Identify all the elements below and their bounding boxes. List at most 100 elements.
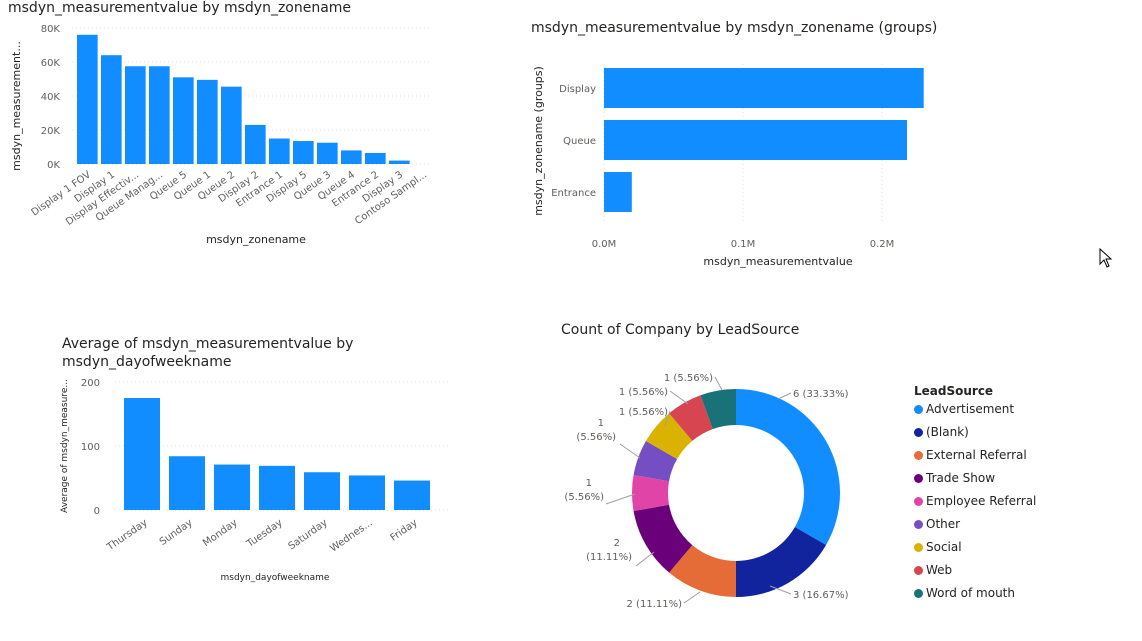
bar [245,124,266,164]
y-tick-label: 20K [41,126,61,137]
bar [394,480,430,510]
y-tick-label: 0K [47,160,60,171]
bar [214,464,250,510]
y-axis-title: Average of msdyn_measure... [60,379,70,513]
chart4-title: Count of Company by LeadSource [561,322,800,338]
chart3-title-line2: msdyn_dayofweekname [62,354,232,370]
leader-line [635,551,655,567]
x-axis-title: msdyn_dayofweekname [221,573,330,583]
dayofweek-bar-chart[interactable]: 0 100 200 Thursday Sunday Monday Tuesday Saturd… [55,372,455,592]
donut-slice [633,441,678,482]
mouse-cursor-icon [1099,248,1113,268]
bar [149,66,170,164]
bar [197,79,218,164]
legend-title: LeadSource [914,384,994,398]
legend-item[interactable]: Trade Show [914,471,995,485]
bar [304,472,340,510]
leader-line [683,591,701,604]
y-tick-label: 60K [41,58,61,69]
bar [365,152,386,164]
legend-item[interactable]: Other [914,517,960,531]
leadsource-donut-chart[interactable]: 6 (33.33%) 3 (16.67%) 2 (11.11%) 2 (11.11%) 1… [560,360,910,620]
bar [317,142,338,164]
legend-item[interactable]: (Blank) [914,425,969,439]
x-tick-label: 0.0M [592,239,617,250]
data-label: (5.56%) [576,432,616,443]
data-label: 1 (5.56%) [619,387,668,398]
donut-slice [633,504,693,573]
legend-label: Web [926,563,953,577]
y-tick-label: Entrance [551,188,596,199]
legend-item[interactable]: Advertisement [914,402,1014,416]
bar [101,55,122,165]
donut-slice [632,474,670,512]
legend-color-dot [914,496,923,506]
legend-color-dot [914,588,923,598]
bar [169,456,205,510]
donut-slice [736,527,827,597]
data-label: 1 [598,418,604,429]
data-label: 2 (11.11%) [627,599,683,610]
legend-color-dot [914,427,923,437]
chart2-title: msdyn_measurementvalue by msdyn_zonename… [531,20,938,36]
bar [604,120,908,160]
x-tick-label: Tuesday [244,517,285,550]
donut-slice [700,389,736,430]
x-tick-label: 0.1M [731,239,756,250]
x-tick-label: Sunday [158,517,195,548]
y-tick-label: 100 [81,442,100,453]
legend-color-dot [914,565,923,575]
donut-slice [645,413,693,459]
legend-color-dot [914,519,923,529]
bar [125,66,146,164]
bar [341,150,362,164]
legend-item[interactable]: Word of mouth [914,586,1015,600]
x-tick-label: Thursday [105,517,150,553]
leader-line [769,585,792,595]
x-tick-label: Friday [389,517,420,543]
data-label: 3 (16.67%) [793,590,849,601]
legend-label: Word of mouth [926,586,1015,600]
bar [77,34,98,164]
chart1-title: msdyn_measurementvalue by msdyn_zonename [8,0,352,16]
bar [173,77,194,164]
legend-item[interactable]: Social [914,540,962,554]
legend-label: Trade Show [926,471,996,485]
legend-color-dot [914,542,923,552]
y-tick-label: 200 [81,378,100,389]
bar [604,68,924,108]
bar [124,398,160,510]
data-label: 2 [614,538,620,549]
legend-label: External Referral [926,448,1027,462]
bar [389,160,410,164]
legend-item[interactable]: Employee Referral [914,494,1036,508]
x-tick-label: Monday [201,517,240,549]
legend-color-dot [914,404,923,414]
y-tick-label: 40K [41,92,61,103]
legend-label: Advertisement [926,402,1015,416]
leader-line [669,390,689,405]
bar [293,141,314,164]
data-label: 1 (5.56%) [619,407,668,418]
data-label: 1 (5.56%) [664,373,713,384]
legend-item[interactable]: Web [914,563,952,577]
x-tick-label: Wednes... [328,517,374,554]
legend-item[interactable]: External Referral [914,448,1027,462]
legend-color-dot [914,473,923,483]
data-label: (11.11%) [586,552,632,563]
data-label: (5.56%) [564,492,604,503]
x-tick-label: 0.2M [870,239,895,250]
zone-group-bar-chart[interactable]: 0.0M 0.1M 0.2M Display Queue Entrance msdyn_zo… [525,44,955,274]
data-label: 6 (33.33%) [793,389,849,400]
legend-color-dot [914,450,923,460]
bar [221,86,242,164]
legend-label: Other [926,517,961,531]
x-tick-label: Saturday [286,517,329,552]
legend-label: Employee Referral [926,494,1037,508]
y-tick-label: 80K [41,24,61,35]
donut-slice [736,389,840,545]
legend-label: (Blank) [926,425,969,439]
leader-line [777,392,792,400]
y-tick-label: Display [559,84,596,95]
